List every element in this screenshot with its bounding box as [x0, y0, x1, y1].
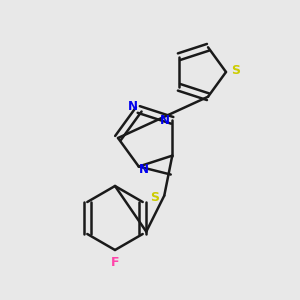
Text: F: F — [111, 256, 119, 268]
Text: N: N — [128, 100, 138, 113]
Text: S: S — [232, 64, 241, 76]
Text: N: N — [160, 114, 170, 127]
Text: S: S — [150, 191, 159, 204]
Text: N: N — [139, 163, 149, 176]
